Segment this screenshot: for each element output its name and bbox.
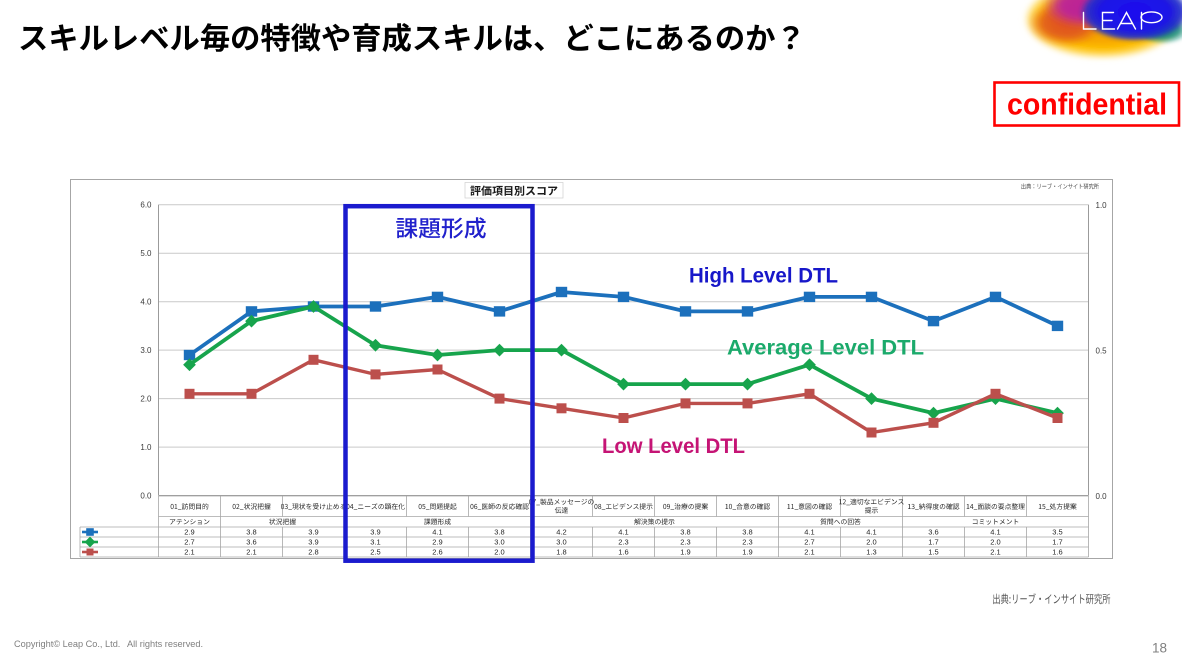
svg-text:3.8: 3.8 [680, 528, 690, 537]
svg-text:2.0: 2.0 [494, 548, 504, 557]
svg-text:Copyright© Leap Co., Ltd. All: Copyright© Leap Co., Ltd. All rights res… [14, 639, 203, 649]
svg-text:4.1: 4.1 [432, 528, 442, 537]
svg-text:1.6: 1.6 [1052, 548, 1062, 557]
svg-text:2.1: 2.1 [246, 548, 256, 557]
svg-text:3.6: 3.6 [928, 528, 938, 537]
svg-text:3.8: 3.8 [246, 528, 256, 537]
svg-text:2.9: 2.9 [432, 538, 442, 547]
svg-text:2.1: 2.1 [804, 548, 814, 557]
svg-text:2.7: 2.7 [184, 538, 194, 547]
svg-text:2.8: 2.8 [308, 548, 318, 557]
svg-text:2.1: 2.1 [184, 548, 194, 557]
svg-text:4.0: 4.0 [140, 298, 152, 307]
svg-text:Average Level DTL: Average Level DTL [727, 336, 924, 359]
svg-text:1.5: 1.5 [928, 548, 938, 557]
svg-text:4.1: 4.1 [990, 528, 1000, 537]
svg-text:3.0: 3.0 [140, 346, 152, 355]
svg-text:High Level DTL: High Level DTL [689, 265, 838, 288]
svg-text:2.3: 2.3 [680, 538, 690, 547]
svg-text:2.0: 2.0 [990, 538, 1000, 547]
svg-text:Low Level DTL: Low Level DTL [602, 435, 745, 458]
svg-text:1.7: 1.7 [1052, 538, 1062, 547]
svg-text:3.0: 3.0 [494, 538, 504, 547]
svg-text:0.0: 0.0 [1096, 492, 1108, 501]
svg-text:1.3: 1.3 [866, 548, 876, 557]
svg-text:6.0: 6.0 [140, 201, 152, 210]
svg-text:3.8: 3.8 [742, 528, 752, 537]
svg-text:3.9: 3.9 [370, 528, 380, 537]
svg-text:confidential: confidential [1007, 87, 1167, 122]
svg-text:3.6: 3.6 [246, 538, 256, 547]
svg-text:1.7: 1.7 [928, 538, 938, 547]
svg-text:1.6: 1.6 [618, 548, 628, 557]
svg-text:1.9: 1.9 [680, 548, 690, 557]
svg-text:1.0: 1.0 [1096, 201, 1108, 210]
svg-text:1.0: 1.0 [140, 443, 152, 452]
svg-text:2.0: 2.0 [140, 394, 152, 403]
svg-text:2.3: 2.3 [618, 538, 628, 547]
svg-text:0.0: 0.0 [140, 491, 152, 500]
svg-text:5.0: 5.0 [140, 249, 152, 258]
svg-text:3.5: 3.5 [1052, 528, 1062, 537]
svg-text:4.1: 4.1 [804, 528, 814, 537]
svg-text:3.8: 3.8 [494, 528, 504, 537]
svg-text:2.9: 2.9 [184, 528, 194, 537]
svg-text:2.6: 2.6 [432, 548, 442, 557]
svg-text:2.0: 2.0 [866, 538, 876, 547]
svg-text:18: 18 [1152, 641, 1167, 656]
svg-text:3.9: 3.9 [308, 528, 318, 537]
svg-text:1.9: 1.9 [742, 548, 752, 557]
svg-text:2.7: 2.7 [804, 538, 814, 547]
svg-text:2.3: 2.3 [742, 538, 752, 547]
svg-text:1.8: 1.8 [556, 548, 566, 557]
svg-text:0.5: 0.5 [1096, 347, 1108, 356]
svg-text:4.1: 4.1 [618, 528, 628, 537]
svg-text:2.1: 2.1 [990, 548, 1000, 557]
svg-text:4.1: 4.1 [866, 528, 876, 537]
svg-text:3.1: 3.1 [370, 538, 380, 547]
svg-text:3.0: 3.0 [556, 538, 566, 547]
svg-text:3.9: 3.9 [308, 538, 318, 547]
svg-text:4.2: 4.2 [556, 528, 566, 537]
svg-text:2.5: 2.5 [370, 548, 380, 557]
